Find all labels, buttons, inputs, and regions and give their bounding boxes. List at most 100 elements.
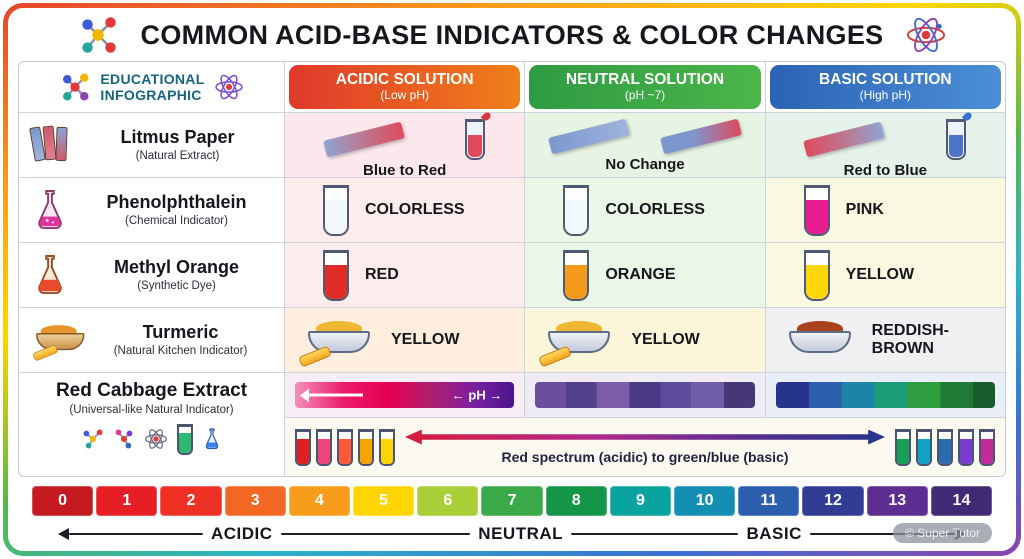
atom-icon: [214, 74, 243, 100]
badge-line2: INFOGRAPHIC: [100, 87, 202, 103]
row-label-turmeric: Turmeric (Natural Kitchen Indicator): [19, 308, 284, 372]
litmus-strip: [548, 118, 631, 155]
ph-box-4: 4: [288, 486, 351, 516]
indicator-name: Methyl Orange: [113, 257, 240, 278]
turmeric-bowl-icon: [32, 323, 85, 362]
column-header-basic: BASIC SOLUTION (High pH): [769, 65, 1001, 109]
litmus-basic-cell: Red to Blue: [765, 110, 1005, 179]
test-tube-icon: [894, 428, 911, 466]
neutral-spectrum-bar: [535, 382, 755, 408]
spectrum-gradient-arrow: [405, 429, 885, 445]
result-label: COLORLESS: [365, 201, 465, 218]
test-tube-icon: [936, 428, 953, 466]
row-label-litmus: Litmus Paper (Natural Extract): [19, 113, 284, 177]
turmeric-neutral-cell: YELLOW: [525, 308, 765, 372]
ph-box-7: 7: [481, 486, 543, 516]
column-subtitle: (pH ~7): [624, 88, 666, 102]
indicator-name: Phenolphthalein: [106, 192, 247, 213]
methyl-orange-acidic-cell: RED: [285, 243, 525, 307]
test-tube-icon: [465, 110, 493, 160]
ph-box-12: 12: [802, 486, 864, 516]
molecule-icon: [63, 73, 89, 101]
result-label: RED: [365, 266, 399, 283]
ph-box-14: 14: [930, 486, 993, 516]
column-subtitle: (Low pH): [380, 88, 429, 102]
basic-tubes-group: [894, 428, 995, 466]
column-subtitle: (High pH): [859, 88, 911, 102]
atom-icon: [144, 429, 167, 450]
result-label: YELLOW: [391, 331, 460, 348]
flask-icon: [38, 255, 62, 294]
zone-label-basic: BASIC: [746, 524, 802, 543]
test-tube-icon: [295, 428, 311, 466]
ph-box-6: 6: [417, 486, 479, 516]
flask-icon: [205, 428, 218, 450]
indicator-subtitle: (Universal-like Natural Indicator): [69, 403, 234, 416]
test-tube-icon: [915, 428, 932, 466]
methyl-orange-basic-cell: YELLOW: [765, 243, 1005, 307]
ph-zone-band: ACIDIC NEUTRAL BASIC: [58, 524, 966, 544]
column-header-acidic-cell: ACIDIC SOLUTION (Low pH): [285, 62, 525, 112]
litmus-strip: [803, 121, 886, 158]
column-title: BASIC SOLUTION: [819, 71, 952, 89]
litmus-strip: [322, 121, 405, 158]
phenolphthalein-acidic-cell: COLORLESS: [285, 178, 525, 242]
indicator-table: EDUCATIONAL INFOGRAPHIC ACIDIC SOLUTION …: [18, 61, 1006, 477]
result-label: ORANGE: [605, 266, 676, 283]
result-label: Red to Blue: [843, 162, 927, 179]
test-tube-icon: [379, 428, 395, 466]
indicator-name: Turmeric: [142, 322, 219, 343]
phenolphthalein-neutral-cell: COLORLESS: [525, 178, 765, 242]
left-arrow-icon: [300, 388, 363, 402]
indicator-subtitle: (Synthetic Dye): [137, 279, 216, 292]
turmeric-basic-cell: REDDISH-BROWN: [765, 308, 1005, 372]
turmeric-acidic-cell: YELLOW: [285, 308, 525, 372]
flask-icon: [38, 190, 62, 229]
litmus-neutral-cell: No Change: [525, 113, 765, 177]
bowl-icon: [784, 318, 856, 362]
acidic-tubes-group: [295, 428, 395, 466]
infographic-card: COMMON ACID-BASE INDICATORS & COLOR CHAN…: [8, 8, 1016, 551]
cabbage-acidic-cell: ← pH →: [285, 373, 525, 417]
page-title: COMMON ACID-BASE INDICATORS & COLOR CHAN…: [140, 19, 884, 50]
cabbage-icons: [25, 423, 278, 455]
ph-box-13: 13: [866, 486, 928, 516]
indicator-subtitle: (Natural Extract): [135, 149, 220, 162]
litmus-paper-icon: [29, 124, 71, 166]
column-header-neutral: NEUTRAL SOLUTION (pH ~7): [529, 65, 761, 109]
ph-bar-label: ← pH →: [451, 387, 503, 403]
test-tube-icon: [358, 428, 374, 466]
test-tube-icon: [337, 428, 353, 466]
ph-box-0: 0: [32, 486, 94, 516]
test-tube-icon: [946, 110, 974, 160]
acidic-spectrum-bar: ← pH →: [295, 382, 515, 408]
cabbage-neutral-cell: [525, 373, 765, 417]
ph-scale: 0 1 2 3 4 5 6 7 8 9 10 11 12 13 14: [32, 486, 993, 516]
result-label: YELLOW: [631, 331, 700, 348]
rainbow-border: COMMON ACID-BASE INDICATORS & COLOR CHAN…: [3, 3, 1021, 556]
column-header-basic-cell: BASIC SOLUTION (High pH): [765, 62, 1005, 112]
result-label: PINK: [845, 201, 884, 218]
indicator-subtitle: (Natural Kitchen Indicator): [113, 344, 248, 357]
test-tube-icon: [323, 249, 349, 301]
litmus-acidic-cell: Blue to Red: [285, 110, 525, 179]
badge-line1: EDUCATIONAL: [100, 70, 205, 87]
test-tube-icon: [803, 184, 830, 236]
zone-label-neutral: NEUTRAL: [478, 524, 564, 543]
ph-box-2: 2: [160, 486, 222, 516]
test-tube-icon: [563, 249, 590, 301]
ph-box-11: 11: [738, 486, 800, 516]
badge-cell: EDUCATIONAL INFOGRAPHIC: [19, 62, 284, 112]
indicator-name: Litmus Paper: [120, 127, 235, 148]
methyl-orange-neutral-cell: ORANGE: [525, 243, 765, 307]
molecule-icon: [115, 429, 132, 449]
ph-box-1: 1: [96, 486, 158, 516]
test-tube-icon: [957, 428, 974, 466]
spectrum-caption: Red spectrum (acidic) to green/blue (bas…: [501, 448, 789, 465]
test-tube-icon: [176, 423, 193, 455]
result-label: REDDISH-BROWN: [871, 322, 949, 357]
row-label-phenolphthalein: Phenolphthalein (Chemical Indicator): [19, 178, 284, 242]
result-label: Blue to Red: [362, 162, 447, 179]
test-tube-icon: [978, 428, 995, 466]
zone-label-acidic: ACIDIC: [210, 524, 273, 543]
